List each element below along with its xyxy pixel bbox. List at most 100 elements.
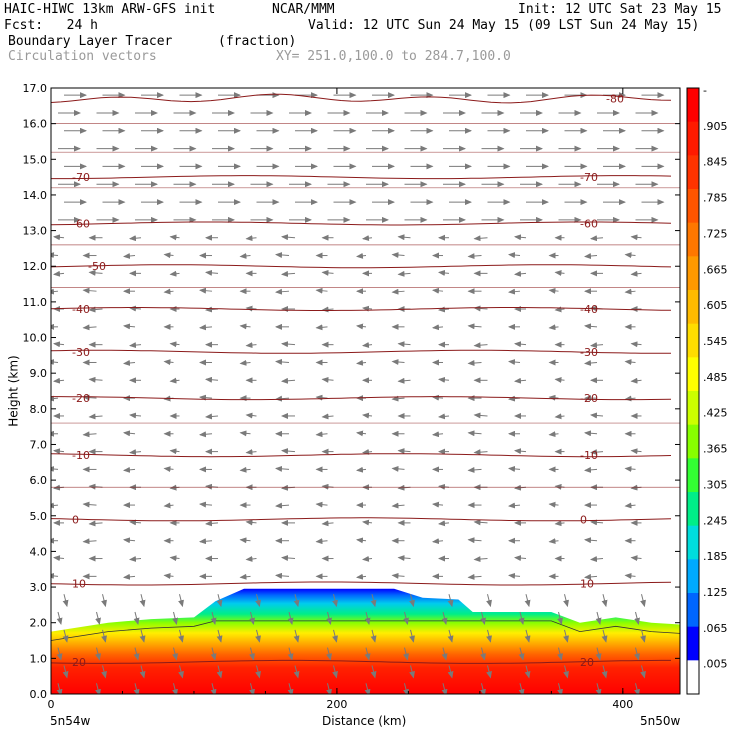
circulation-vector xyxy=(447,594,454,608)
isotherm-line xyxy=(51,453,672,458)
colorbar-swatch xyxy=(687,424,699,459)
circulation-vector xyxy=(169,341,180,348)
circulation-vector xyxy=(467,537,482,544)
isotherm-label: 10 xyxy=(580,577,594,590)
circulation-vector xyxy=(169,270,180,277)
circulation-vector xyxy=(82,287,97,294)
x-tick-label: 200 xyxy=(326,698,347,711)
circulation-vector xyxy=(514,234,527,241)
circulation-vector xyxy=(601,629,608,643)
circulation-vector xyxy=(524,629,531,643)
circulation-vector xyxy=(514,270,527,277)
circulation-vector xyxy=(634,683,640,694)
circulation-vector xyxy=(624,395,636,402)
circulation-vector xyxy=(438,306,450,313)
circulation-vector xyxy=(634,647,640,661)
circulation-vector xyxy=(362,448,373,455)
circulation-vector xyxy=(199,394,213,401)
y-tick-label: 0.0 xyxy=(30,688,48,701)
circulation-vector xyxy=(53,341,65,348)
circulation-vector xyxy=(370,665,377,679)
isotherm-label: -80 xyxy=(606,93,624,106)
circulation-vector xyxy=(82,431,97,438)
circulation-vector xyxy=(630,377,642,384)
circulation-vector xyxy=(473,556,488,563)
isotherm-label: -10 xyxy=(72,449,90,462)
circulation-vector xyxy=(624,359,636,366)
circulation-vector xyxy=(524,594,531,608)
colorbar-swatch xyxy=(687,660,699,695)
circulation-vector xyxy=(362,519,373,526)
circulation-vector xyxy=(281,377,296,384)
circulation-vector xyxy=(275,502,290,509)
y-tick-label: 1.0 xyxy=(30,652,48,665)
circulation-vector xyxy=(590,235,604,242)
circulation-vector xyxy=(163,502,174,509)
isotherm-label: 10 xyxy=(72,577,86,590)
circulation-vector xyxy=(554,306,565,313)
isotherm-label: -30 xyxy=(72,346,90,359)
y-tick-label: 5.0 xyxy=(30,510,48,523)
colorbar-label: .185 xyxy=(703,550,728,563)
circulation-vector xyxy=(473,412,488,419)
circulation-vector xyxy=(467,360,482,367)
circulation-vector xyxy=(88,413,103,420)
circulation-vector xyxy=(548,394,559,401)
circulation-vector xyxy=(364,611,371,625)
center-label: NCAR/MMM xyxy=(272,2,335,17)
colorbar-label: .905 xyxy=(703,120,728,133)
circulation-vector xyxy=(163,466,174,473)
circulation-vector xyxy=(486,665,492,679)
colorbar-swatch xyxy=(687,88,699,123)
x-axis-title: Distance (km) xyxy=(322,714,407,728)
circulation-vector xyxy=(508,288,521,295)
circulation-vector xyxy=(362,235,373,242)
circulation-vector xyxy=(548,431,559,438)
circulation-vector xyxy=(557,647,563,661)
tracer-fill xyxy=(51,588,680,694)
circulation-vector xyxy=(486,594,492,608)
circulation-vector xyxy=(630,234,642,241)
circulation-vector xyxy=(447,665,454,679)
circulation-vector xyxy=(287,647,294,661)
circulation-vector xyxy=(356,359,367,366)
circulation-vector xyxy=(391,395,405,402)
isotherm-label: 0 xyxy=(580,513,587,526)
circulation-vector xyxy=(391,572,405,579)
circulation-vector xyxy=(467,253,482,260)
circulation-vector xyxy=(441,683,448,694)
colorbar-label: .305 xyxy=(703,478,728,491)
circulation-vector xyxy=(123,323,136,330)
y-tick-label: 3.0 xyxy=(30,581,48,594)
circulation-vector xyxy=(205,269,219,276)
circulation-vector xyxy=(239,573,251,580)
circulation-vector xyxy=(163,252,174,259)
circulation-vector xyxy=(101,629,107,643)
circulation-vector xyxy=(397,555,411,562)
circulation-vector xyxy=(432,501,444,508)
circulation-vector xyxy=(391,288,405,295)
circulation-vector xyxy=(508,502,521,509)
circulation-vector xyxy=(315,394,328,401)
circulation-vector xyxy=(133,647,140,661)
circulation-vector xyxy=(255,629,261,643)
circulation-vector xyxy=(293,629,300,643)
circulation-vector xyxy=(88,520,103,527)
circulation-vector xyxy=(364,647,371,661)
circulation-vector xyxy=(239,359,251,366)
circulation-vector xyxy=(163,288,174,295)
circulation-vector xyxy=(326,683,332,694)
circulation-vector xyxy=(255,665,261,679)
circulation-vector xyxy=(624,466,636,473)
circulation-vector xyxy=(432,324,444,331)
isotherm-label: 20 xyxy=(72,656,86,669)
circulation-vector xyxy=(169,377,180,384)
circulation-vector xyxy=(514,555,527,562)
circulation-vector xyxy=(467,466,482,473)
circulation-vector xyxy=(53,555,65,562)
circulation-vector xyxy=(321,306,334,313)
circulation-vector xyxy=(56,647,63,661)
y-tick-label: 10.0 xyxy=(23,332,48,345)
circulation-vector xyxy=(548,501,559,508)
